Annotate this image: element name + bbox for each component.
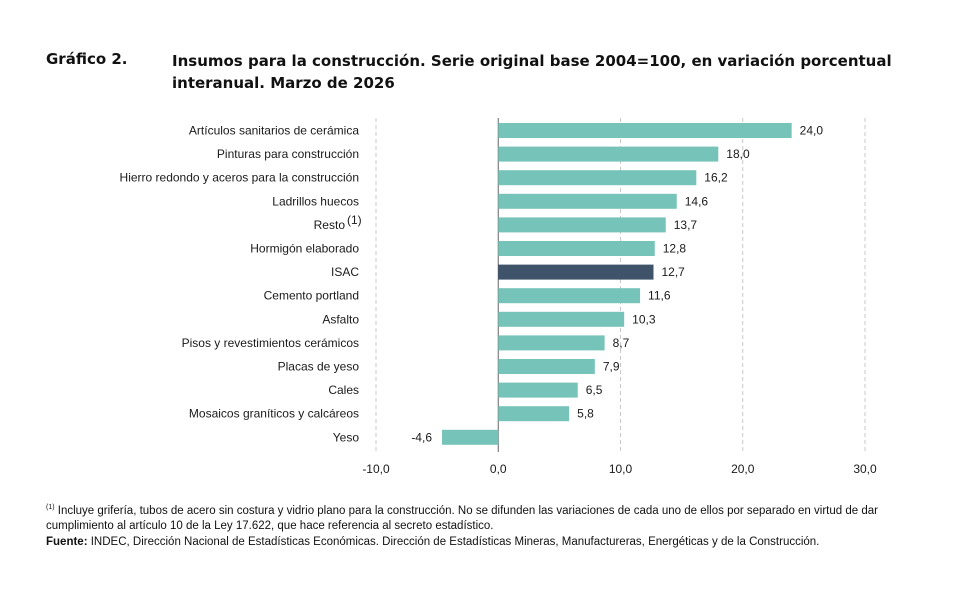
category-label-6: ISAC	[331, 265, 359, 279]
value-label-11: 6,5	[586, 383, 603, 397]
category-superscript-4: (1)	[347, 213, 362, 227]
bar-5	[498, 241, 655, 256]
x-axis-ticks: -10,0 0,0 10,0 20,0 30,0	[362, 462, 877, 476]
value-label-1: 18,0	[726, 147, 750, 161]
value-label-6: 12,7	[662, 265, 686, 279]
category-label-8: Asfalto	[322, 312, 359, 326]
category-label-10: Placas de yeso	[278, 360, 360, 374]
bar-4	[498, 217, 666, 233]
bar-11	[498, 382, 578, 398]
footnote-text: Incluye grifería, tubos de acero sin cos…	[46, 504, 878, 532]
category-label-3: Ladrillos huecos	[272, 194, 359, 208]
source-text: INDEC, Dirección Nacional de Estadística…	[90, 536, 820, 548]
value-label-8: 10,3	[632, 312, 656, 326]
category-label-12: Mosaicos graníticos y calcáreos	[189, 407, 359, 421]
bar-10	[498, 359, 595, 374]
category-label-9: Pisos y revestimientos cerámicos	[182, 336, 359, 350]
x-tick-label-4: 30,0	[853, 462, 877, 476]
bar-2	[498, 170, 697, 186]
bar-7	[498, 288, 641, 304]
category-label-1: Pinturas para construcción	[217, 147, 359, 161]
value-labels: 24,0 18,0 16,2 14,6 13,7 12,8 12,7 11,6 10,38,7 7…	[411, 124, 823, 445]
bar-13	[442, 429, 499, 445]
x-tick-label-2: 10,0	[609, 462, 633, 476]
bar-3	[498, 193, 677, 209]
x-tick-label-0: -10,0	[362, 462, 390, 476]
chart-number: Gráfico 2.	[46, 50, 128, 68]
category-labels: Artículos sanitarios de cerámica Pinturas…	[120, 124, 362, 445]
source-label: Fuente:	[46, 536, 88, 548]
value-label-13: -4,6	[411, 430, 432, 444]
x-tick-label-1: 0,0	[490, 462, 507, 476]
category-label-0: Artículos sanitarios de cerámica	[189, 124, 359, 138]
category-label-11: Cales	[328, 383, 359, 397]
bar-6	[498, 264, 654, 280]
source-note: Fuente: INDEC, Dirección Nacional de Est…	[46, 536, 916, 548]
category-label-7: Cemento portland	[264, 289, 359, 303]
value-label-2: 16,2	[704, 171, 728, 185]
value-label-7: 11,6	[648, 289, 671, 303]
category-label-5: Hormigón elaborado	[250, 242, 359, 256]
footnote: (1) Incluye grifería, tubos de acero sin…	[46, 500, 916, 534]
bar-12	[498, 406, 570, 422]
chart-title: Insumos para la construcción. Serie orig…	[172, 52, 892, 92]
bars	[442, 123, 792, 445]
x-tick-label-3: 20,0	[731, 462, 755, 476]
category-label-2: Hierro redondo y aceros para la construc…	[120, 171, 359, 185]
value-label-12: 5,8	[577, 407, 594, 421]
bar-0	[498, 123, 792, 138]
value-label-5: 12,8	[663, 242, 687, 256]
value-label-3: 14,6	[685, 194, 709, 208]
value-label-10: 7,9	[603, 360, 620, 374]
bar-chart: Artículos sanitarios de cerámica Pinturas…	[120, 118, 877, 476]
bar-9	[498, 335, 605, 351]
value-label-4: 13,7	[674, 218, 698, 232]
gridlines	[375, 118, 866, 452]
bar-8	[498, 311, 625, 327]
value-label-9: 8,7	[613, 336, 630, 350]
category-label-13: Yeso	[333, 430, 360, 444]
bar-1	[498, 146, 719, 162]
footnote-marker: (1)	[46, 504, 55, 511]
category-label-4: Resto	[314, 218, 346, 232]
value-label-0: 24,0	[800, 124, 824, 138]
